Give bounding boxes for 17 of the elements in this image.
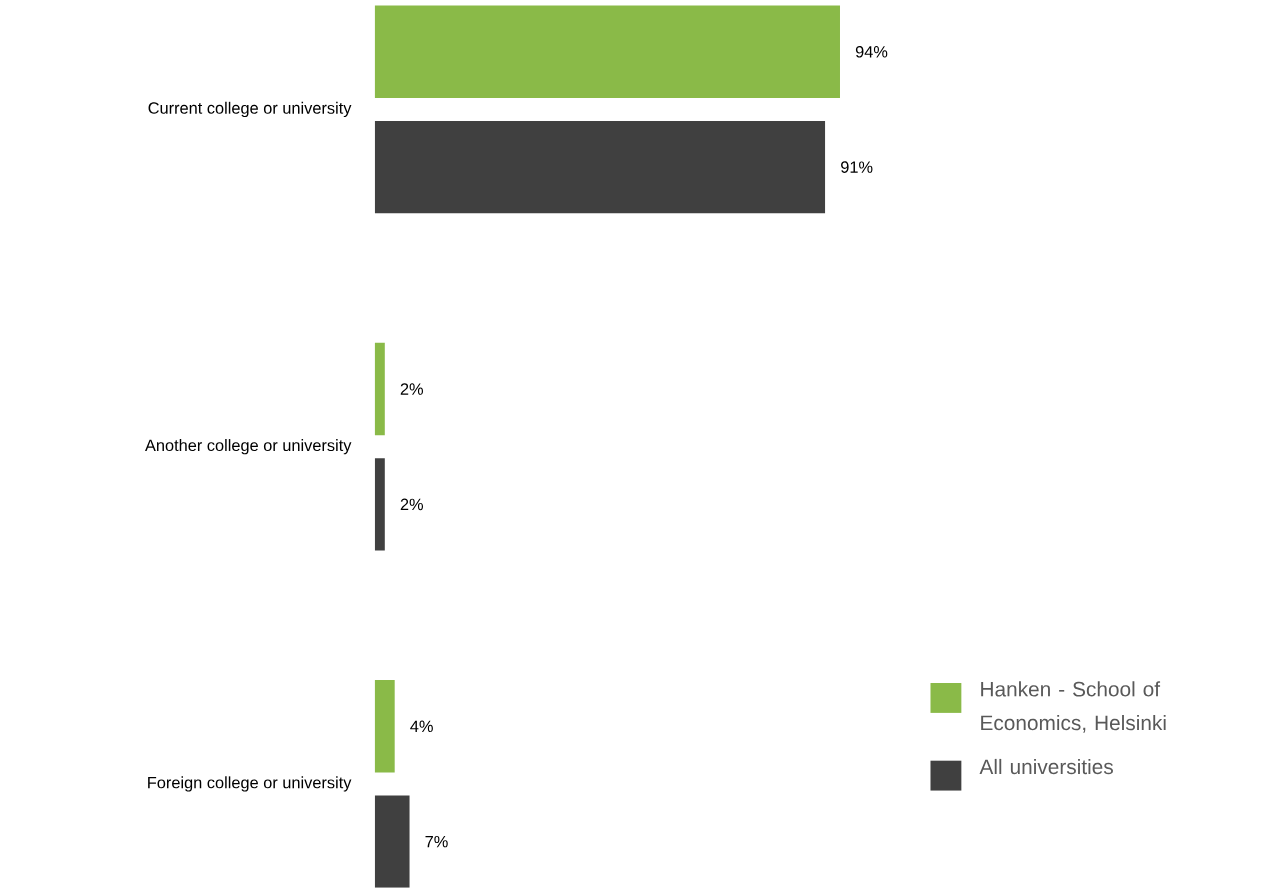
y-tick-label: Another college or university xyxy=(145,439,352,455)
data-label: 2% xyxy=(400,498,424,511)
data-label: 7% xyxy=(425,835,448,848)
bar xyxy=(374,795,410,888)
data-label: 91% xyxy=(841,161,873,173)
y-tick-label: Current college or university xyxy=(148,101,352,118)
data-label: 4% xyxy=(410,720,433,733)
legend-label: All universities xyxy=(979,758,1113,775)
y-tick-label: Foreign college or university xyxy=(148,776,352,792)
bar xyxy=(374,458,385,551)
legend-label: Hanken - School of Economics, Helsinki xyxy=(981,681,1166,733)
data-label: 94% xyxy=(855,46,888,58)
bar xyxy=(374,680,395,773)
bar xyxy=(374,120,826,214)
bar xyxy=(374,342,385,436)
data-label: 2% xyxy=(400,383,424,395)
bar xyxy=(374,5,840,99)
